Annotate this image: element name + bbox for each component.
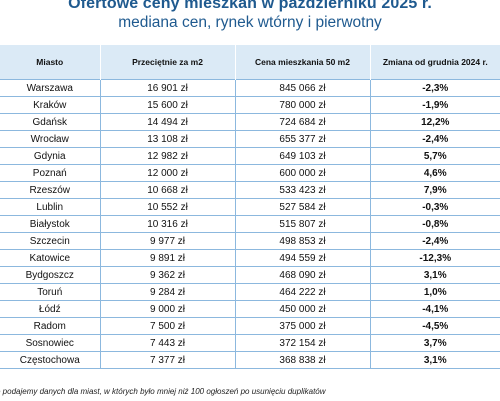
cell-city: Gdynia bbox=[0, 147, 100, 165]
cell-price-per-m2: 10 316 zł bbox=[99, 215, 235, 233]
table-row: Białystok 10 316 zł 515 807 zł -0,8% bbox=[0, 215, 500, 233]
cell-price-per-m2: 16 901 zł bbox=[99, 79, 235, 97]
cell-price-50m2: 368 838 zł bbox=[234, 351, 370, 369]
cell-city: Radom bbox=[0, 317, 100, 335]
cell-change: 5,7% bbox=[369, 147, 500, 165]
cell-city: Białystok bbox=[0, 215, 100, 233]
cell-price-50m2: 655 377 zł bbox=[234, 130, 370, 148]
cell-city: Bydgoszcz bbox=[0, 266, 100, 284]
cell-price-50m2: 515 807 zł bbox=[234, 215, 370, 233]
cell-change: -12,3% bbox=[369, 249, 500, 267]
header-city: Miasto bbox=[0, 45, 100, 80]
cell-change: -4,5% bbox=[369, 317, 500, 335]
cell-change: -4,1% bbox=[369, 300, 500, 318]
cell-price-per-m2: 12 982 zł bbox=[99, 147, 235, 165]
cell-city: Poznań bbox=[0, 164, 100, 182]
cell-price-per-m2: 9 362 zł bbox=[99, 266, 235, 284]
cell-change: -0,8% bbox=[369, 215, 500, 233]
cell-change: -1,9% bbox=[369, 96, 500, 114]
cell-price-per-m2: 9 000 zł bbox=[99, 300, 235, 318]
cell-city: Kraków bbox=[0, 96, 100, 114]
cell-price-per-m2: 7 443 zł bbox=[99, 334, 235, 352]
header-price-per-m2: Przeciętnie za m2 bbox=[99, 45, 235, 80]
cell-price-50m2: 372 154 zł bbox=[234, 334, 370, 352]
cell-change: -2,4% bbox=[369, 130, 500, 148]
cell-change: -2,3% bbox=[369, 79, 500, 97]
footnote: e podajemy danych dla miast, w których b… bbox=[0, 387, 326, 396]
table-row: Szczecin 9 977 zł 498 853 zł -2,4% bbox=[0, 232, 500, 250]
cell-price-50m2: 450 000 zł bbox=[234, 300, 370, 318]
price-table: Miasto Przeciętnie za m2 Cena mieszkania… bbox=[0, 45, 500, 369]
table-row: Sosnowiec 7 443 zł 372 154 zł 3,7% bbox=[0, 334, 500, 352]
table-row: Wrocław 13 108 zł 655 377 zł -2,4% bbox=[0, 130, 500, 148]
cell-city: Lublin bbox=[0, 198, 100, 216]
cell-city: Katowice bbox=[0, 249, 100, 267]
cell-price-50m2: 724 684 zł bbox=[234, 113, 370, 131]
cell-price-50m2: 468 090 zł bbox=[234, 266, 370, 284]
cell-price-50m2: 375 000 zł bbox=[234, 317, 370, 335]
cell-change: 1,0% bbox=[369, 283, 500, 301]
cell-change: 4,6% bbox=[369, 164, 500, 182]
table-row: Lublin 10 552 zł 527 584 zł -0,3% bbox=[0, 198, 500, 216]
table-row: Częstochowa 7 377 zł 368 838 zł 3,1% bbox=[0, 351, 500, 369]
cell-price-per-m2: 9 977 zł bbox=[99, 232, 235, 250]
page-title: Ofertowe ceny mieszkań w październiku 20… bbox=[68, 0, 432, 12]
cell-city: Szczecin bbox=[0, 232, 100, 250]
cell-price-50m2: 845 066 zł bbox=[234, 79, 370, 97]
cell-price-per-m2: 9 891 zł bbox=[99, 249, 235, 267]
cell-price-per-m2: 7 500 zł bbox=[99, 317, 235, 335]
cell-price-per-m2: 14 494 zł bbox=[99, 113, 235, 131]
table-row: Toruń 9 284 zł 464 222 zł 1,0% bbox=[0, 283, 500, 301]
header-change: Zmiana od grudnia 2024 r. bbox=[369, 45, 500, 80]
cell-price-50m2: 533 423 zł bbox=[234, 181, 370, 199]
cell-city: Warszawa bbox=[0, 79, 100, 97]
cell-price-50m2: 464 222 zł bbox=[234, 283, 370, 301]
table-header-row: Miasto Przeciętnie za m2 Cena mieszkania… bbox=[0, 45, 500, 80]
cell-change: 3,7% bbox=[369, 334, 500, 352]
table-row: Łódź 9 000 zł 450 000 zł -4,1% bbox=[0, 300, 500, 318]
cell-city: Częstochowa bbox=[0, 351, 100, 369]
header-price-50m2: Cena mieszkania 50 m2 bbox=[234, 45, 370, 80]
table-row: Radom 7 500 zł 375 000 zł -4,5% bbox=[0, 317, 500, 335]
cell-price-per-m2: 12 000 zł bbox=[99, 164, 235, 182]
table-row: Gdynia 12 982 zł 649 103 zł 5,7% bbox=[0, 147, 500, 165]
table-row: Poznań 12 000 zł 600 000 zł 4,6% bbox=[0, 164, 500, 182]
cell-price-per-m2: 10 668 zł bbox=[99, 181, 235, 199]
cell-price-50m2: 649 103 zł bbox=[234, 147, 370, 165]
cell-change: 7,9% bbox=[369, 181, 500, 199]
table-row: Kraków 15 600 zł 780 000 zł -1,9% bbox=[0, 96, 500, 114]
table-row: Warszawa 16 901 zł 845 066 zł -2,3% bbox=[0, 79, 500, 97]
cell-city: Gdańsk bbox=[0, 113, 100, 131]
cell-price-per-m2: 9 284 zł bbox=[99, 283, 235, 301]
cell-price-per-m2: 13 108 zł bbox=[99, 130, 235, 148]
table-row: Bydgoszcz 9 362 zł 468 090 zł 3,1% bbox=[0, 266, 500, 284]
cell-price-50m2: 780 000 zł bbox=[234, 96, 370, 114]
table-body: Warszawa 16 901 zł 845 066 zł -2,3% Kraków 15… bbox=[0, 79, 500, 369]
cell-price-per-m2: 7 377 zł bbox=[99, 351, 235, 369]
cell-change: -0,3% bbox=[369, 198, 500, 216]
cell-change: -2,4% bbox=[369, 232, 500, 250]
cell-city: Łódź bbox=[0, 300, 100, 318]
table-row: Gdańsk 14 494 zł 724 684 zł 12,2% bbox=[0, 113, 500, 131]
cell-price-per-m2: 10 552 zł bbox=[99, 198, 235, 216]
cell-price-50m2: 600 000 zł bbox=[234, 164, 370, 182]
cell-city: Rzeszów bbox=[0, 181, 100, 199]
table-row: Katowice 9 891 zł 494 559 zł -12,3% bbox=[0, 249, 500, 267]
cell-change: 3,1% bbox=[369, 266, 500, 284]
table-row: Rzeszów 10 668 zł 533 423 zł 7,9% bbox=[0, 181, 500, 199]
cell-city: Wrocław bbox=[0, 130, 100, 148]
cell-price-50m2: 498 853 zł bbox=[234, 232, 370, 250]
cell-change: 12,2% bbox=[369, 113, 500, 131]
cell-city: Sosnowiec bbox=[0, 334, 100, 352]
cell-price-per-m2: 15 600 zł bbox=[99, 96, 235, 114]
cell-price-50m2: 527 584 zł bbox=[234, 198, 370, 216]
cell-price-50m2: 494 559 zł bbox=[234, 249, 370, 267]
cell-change: 3,1% bbox=[369, 351, 500, 369]
cell-city: Toruń bbox=[0, 283, 100, 301]
page-subtitle: mediana cen, rynek wtórny i pierwotny bbox=[118, 14, 382, 31]
